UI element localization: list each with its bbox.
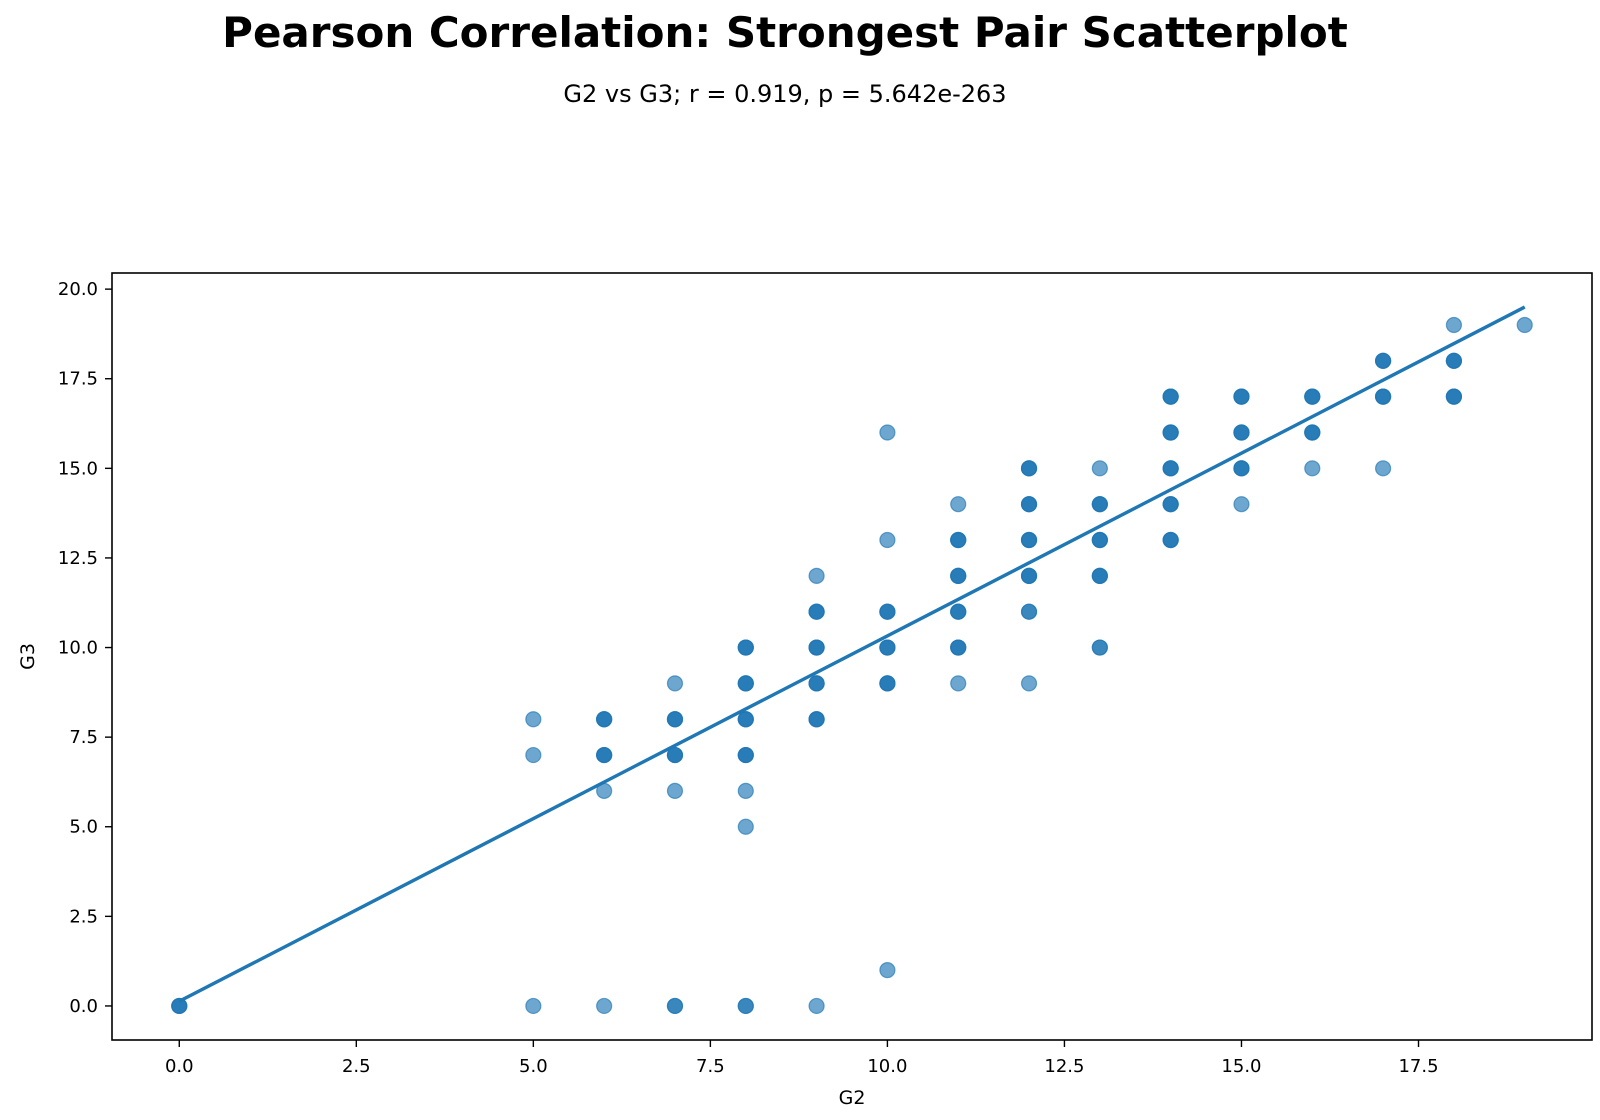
data-points: [171, 316, 1533, 1015]
data-point: [1233, 460, 1250, 477]
data-point: [666, 782, 684, 800]
data-point: [1162, 496, 1179, 513]
x-tick-label: 12.5: [1044, 1056, 1084, 1077]
data-point: [737, 746, 754, 764]
data-point: [1020, 603, 1038, 620]
chart-title: Pearson Correlation: Strongest Pair Scat…: [222, 8, 1348, 57]
x-tick-label: 5.0: [519, 1056, 548, 1077]
y-tick-label: 12.5: [58, 548, 98, 569]
data-point: [1233, 496, 1250, 513]
plot-frame: [111, 272, 1593, 1041]
x-tick-label: 7.5: [696, 1056, 725, 1077]
y-tick-label: 7.5: [69, 727, 98, 748]
data-point: [737, 711, 754, 728]
y-tick-label: 5.0: [69, 817, 98, 838]
data-point: [1091, 567, 1108, 584]
data-point: [666, 711, 684, 728]
data-point: [950, 567, 967, 584]
regression-line: [178, 305, 1526, 1003]
data-point: [1445, 352, 1463, 369]
axes: 0.0 2.5 5.0 7.5 10.0 12.5 15.0 17.5 0.0 2.5 5.0 7.5…: [58, 279, 1439, 1077]
x-tick-label: 0.0: [165, 1056, 194, 1077]
data-point: [596, 746, 613, 764]
data-point: [879, 603, 896, 620]
data-point: [808, 567, 825, 584]
data-point: [1091, 496, 1108, 513]
data-point: [808, 675, 825, 692]
data-point: [1233, 388, 1250, 405]
x-tick-label: 15.0: [1221, 1056, 1261, 1077]
data-point: [1304, 460, 1321, 477]
regression-line-group: [178, 305, 1526, 1003]
data-point: [879, 639, 896, 656]
y-tick-label: 0.0: [69, 996, 98, 1017]
x-tick-label: 10.0: [867, 1056, 907, 1077]
data-point: [666, 746, 684, 764]
data-point: [737, 639, 754, 656]
data-point: [879, 962, 896, 979]
chart-subtitle: G2 vs G3; r = 0.919, p = 5.642e-263: [563, 80, 1007, 108]
y-tick-label: 2.5: [69, 906, 98, 927]
data-point: [596, 711, 613, 728]
data-point: [1020, 567, 1038, 584]
data-point: [1375, 460, 1392, 477]
data-point: [1162, 388, 1179, 405]
data-point: [1375, 352, 1392, 369]
data-point: [1304, 388, 1321, 405]
data-point: [1375, 388, 1392, 405]
y-tick-label: 15.0: [58, 458, 98, 479]
data-point: [950, 639, 967, 656]
data-point: [1091, 639, 1108, 656]
data-point: [1091, 531, 1108, 549]
data-point: [1445, 316, 1463, 334]
data-point: [737, 818, 754, 835]
data-point: [666, 675, 684, 692]
data-point: [808, 997, 825, 1015]
data-point: [879, 531, 896, 549]
data-point: [879, 675, 896, 692]
x-tick-label: 2.5: [342, 1056, 371, 1077]
y-tick-label: 20.0: [58, 279, 98, 300]
data-point: [1516, 316, 1533, 334]
data-point: [1233, 424, 1250, 441]
y-tick-label: 10.0: [58, 638, 98, 659]
data-point: [1162, 531, 1179, 549]
data-point: [737, 997, 754, 1015]
data-point: [808, 711, 825, 728]
data-point: [1020, 531, 1038, 549]
data-point: [950, 531, 967, 549]
data-point: [1020, 460, 1038, 477]
data-point: [525, 746, 542, 764]
data-point: [525, 997, 542, 1015]
data-point: [737, 782, 754, 800]
data-point: [1445, 388, 1463, 405]
x-tick-label: 17.5: [1398, 1056, 1438, 1077]
data-point: [1020, 675, 1038, 692]
data-point: [950, 675, 967, 692]
data-point: [1162, 424, 1179, 441]
x-axis-label: G2: [839, 1087, 866, 1109]
data-point: [171, 997, 188, 1015]
y-axis-label: G3: [17, 643, 39, 670]
data-point: [525, 711, 542, 728]
y-tick-label: 17.5: [58, 369, 98, 390]
data-point: [596, 997, 613, 1015]
data-point: [808, 639, 825, 656]
data-point: [1162, 460, 1179, 477]
data-point: [808, 603, 825, 620]
data-point: [1091, 460, 1108, 477]
data-point: [950, 496, 967, 513]
data-point: [666, 997, 684, 1015]
data-point: [1304, 424, 1321, 441]
data-point: [1020, 496, 1038, 513]
data-point: [950, 603, 967, 620]
data-point: [879, 424, 896, 441]
data-point: [737, 675, 754, 692]
